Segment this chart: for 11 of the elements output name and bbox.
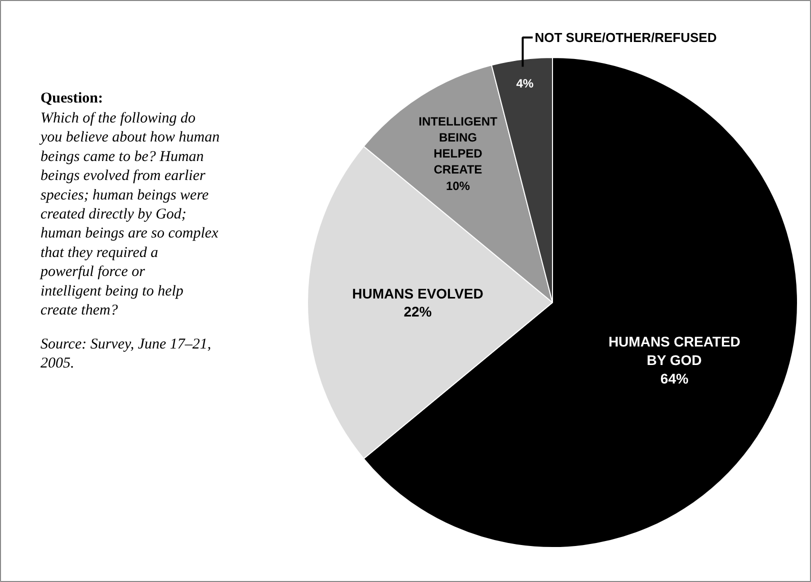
slice-label: HUMANS CREATED BY GOD [608, 333, 740, 368]
data-label: 10% [446, 178, 470, 193]
slice-label: NOT SURE/OTHER/REFUSED [534, 30, 717, 45]
source-note: Source: Survey, June 17–21, 2005. [40, 336, 212, 372]
data-label: 22% [404, 304, 432, 320]
slice-label: HUMANS EVOLVED [352, 285, 484, 302]
text: Which of the following do you believe about how human beings came to be? Human beings evolved from earlier species; human beings were created directly by God; human beings are so complex that they required a powerful force or intelligent being to help create them? [40, 110, 220, 318]
text: Question: [40, 90, 104, 106]
data-label: 4% [516, 76, 534, 91]
data-label: 64% [660, 370, 689, 386]
slice-label: INTELLIGENT BEING HELPED CREATE [418, 114, 498, 177]
